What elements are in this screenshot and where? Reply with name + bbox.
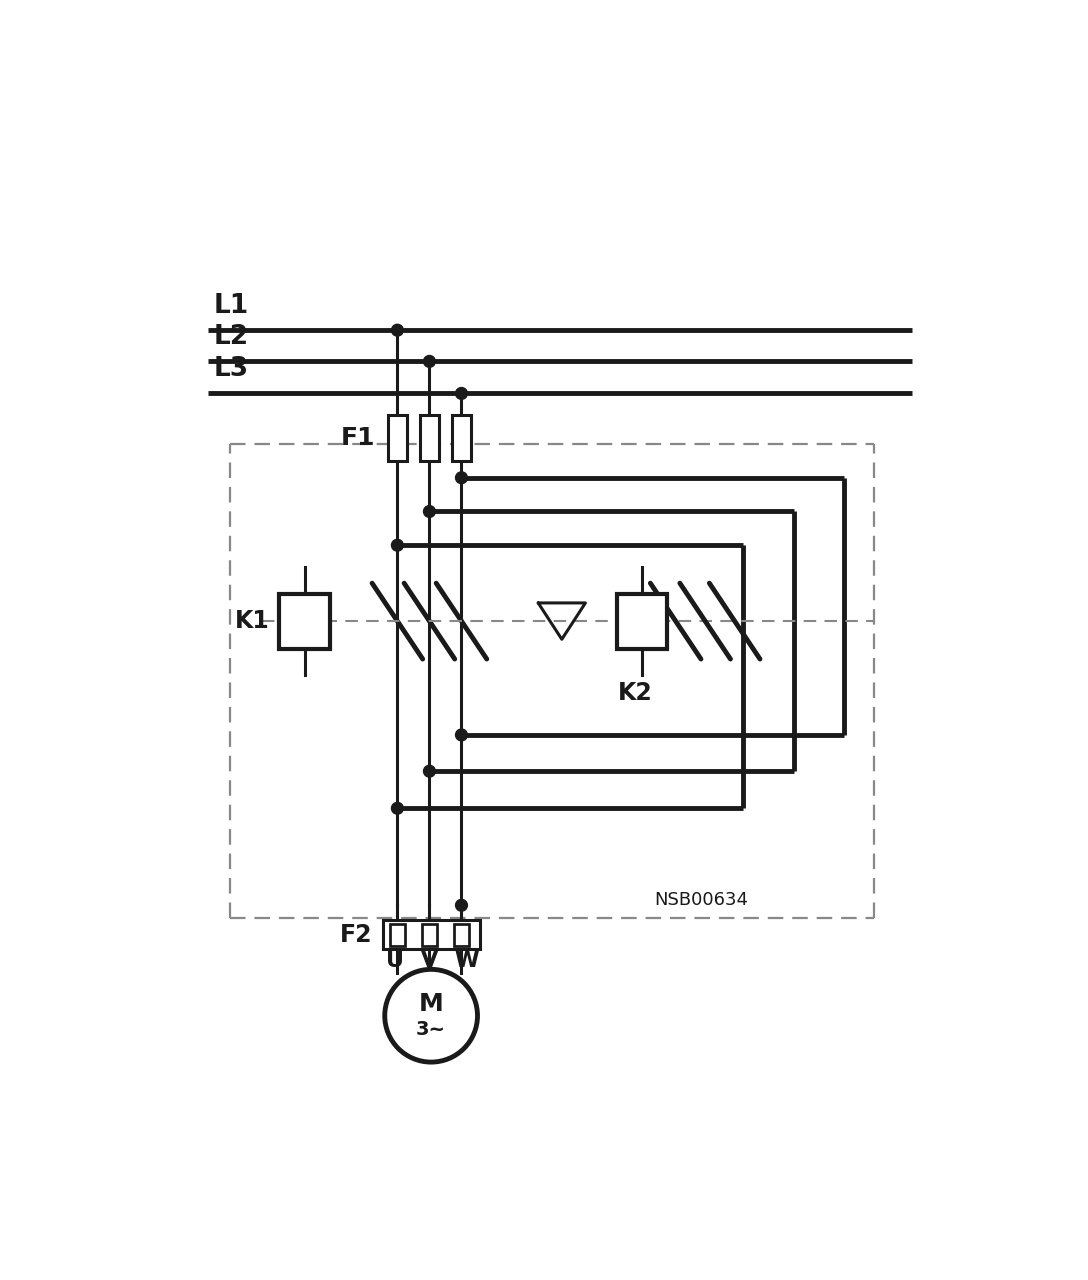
Bar [420,415,438,461]
Text: NSB00634: NSB00634 [655,891,749,910]
Circle shape [456,472,468,484]
Bar [617,594,667,649]
Circle shape [423,506,435,517]
Circle shape [392,324,404,337]
Bar [280,594,330,649]
Text: K2: K2 [618,681,653,704]
Circle shape [385,969,478,1062]
Text: L1: L1 [213,293,249,319]
Text: L3: L3 [213,356,249,383]
Circle shape [423,356,435,367]
Text: F1: F1 [341,426,375,449]
Text: W: W [455,951,479,972]
Bar [454,924,469,946]
Circle shape [392,539,404,552]
Circle shape [456,900,468,911]
Bar [453,415,471,461]
Circle shape [392,803,404,814]
Circle shape [456,730,468,741]
Bar [388,415,407,461]
Bar [390,924,405,946]
Text: L2: L2 [213,324,249,351]
Text: V: V [421,951,438,972]
Bar [383,920,480,948]
Text: F2: F2 [341,923,372,947]
Circle shape [423,765,435,777]
Text: 3~: 3~ [416,1020,446,1038]
Bar [422,924,437,946]
Text: K1: K1 [235,609,269,634]
Text: U: U [386,951,404,972]
Text: M: M [419,992,444,1016]
Circle shape [456,388,468,399]
